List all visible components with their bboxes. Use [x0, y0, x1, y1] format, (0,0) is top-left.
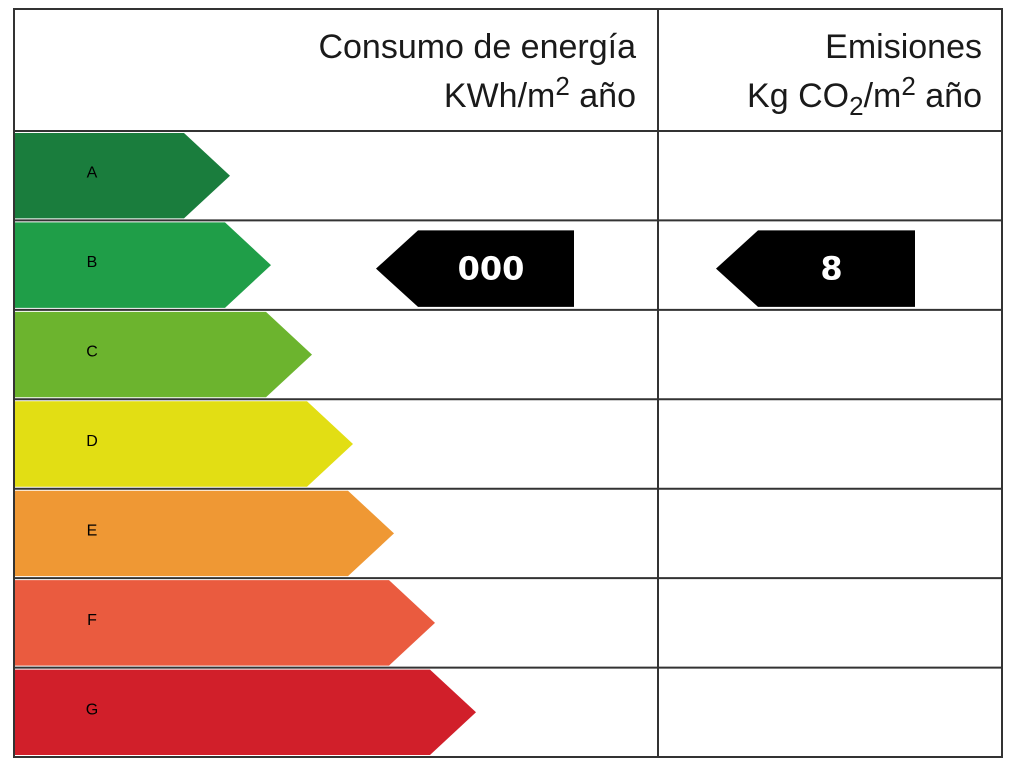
- rating-arrow: [15, 401, 353, 487]
- unit-sup: 2: [555, 71, 569, 101]
- rating-letter: D: [86, 433, 98, 450]
- unit-sup: 2: [901, 71, 915, 101]
- rating-arrow: [15, 580, 435, 666]
- rating-letter: G: [86, 701, 98, 718]
- unit-part: Kg CO: [747, 77, 849, 115]
- rating-arrow: [15, 490, 394, 577]
- indicator-arrow: [376, 230, 574, 307]
- rating-letter: A: [87, 165, 98, 182]
- unit-part: /m: [864, 77, 902, 115]
- unit-sub: 2: [849, 91, 863, 121]
- rating-arrow: [15, 669, 476, 755]
- rating-letter: E: [87, 522, 98, 539]
- rating-letter: C: [86, 344, 98, 361]
- emissions-title: Emisiones: [825, 28, 982, 66]
- rating-arrow: [15, 311, 312, 398]
- emissions-unit: Kg CO2/m2 año: [747, 71, 982, 121]
- unit-part: año: [570, 77, 636, 115]
- indicator-value: 8: [820, 250, 842, 288]
- rating-arrow: [15, 133, 230, 219]
- consumption-unit: KWh/m2 año: [444, 71, 636, 115]
- unit-part: año: [916, 77, 982, 115]
- consumption-title: Consumo de energía: [318, 28, 636, 66]
- unit-part: KWh/m: [444, 77, 555, 115]
- indicator-arrow: [716, 230, 915, 307]
- rating-letter: F: [87, 612, 97, 629]
- rating-arrow: [15, 222, 271, 308]
- indicator-value: 000: [458, 250, 525, 288]
- rating-letter: B: [87, 254, 98, 271]
